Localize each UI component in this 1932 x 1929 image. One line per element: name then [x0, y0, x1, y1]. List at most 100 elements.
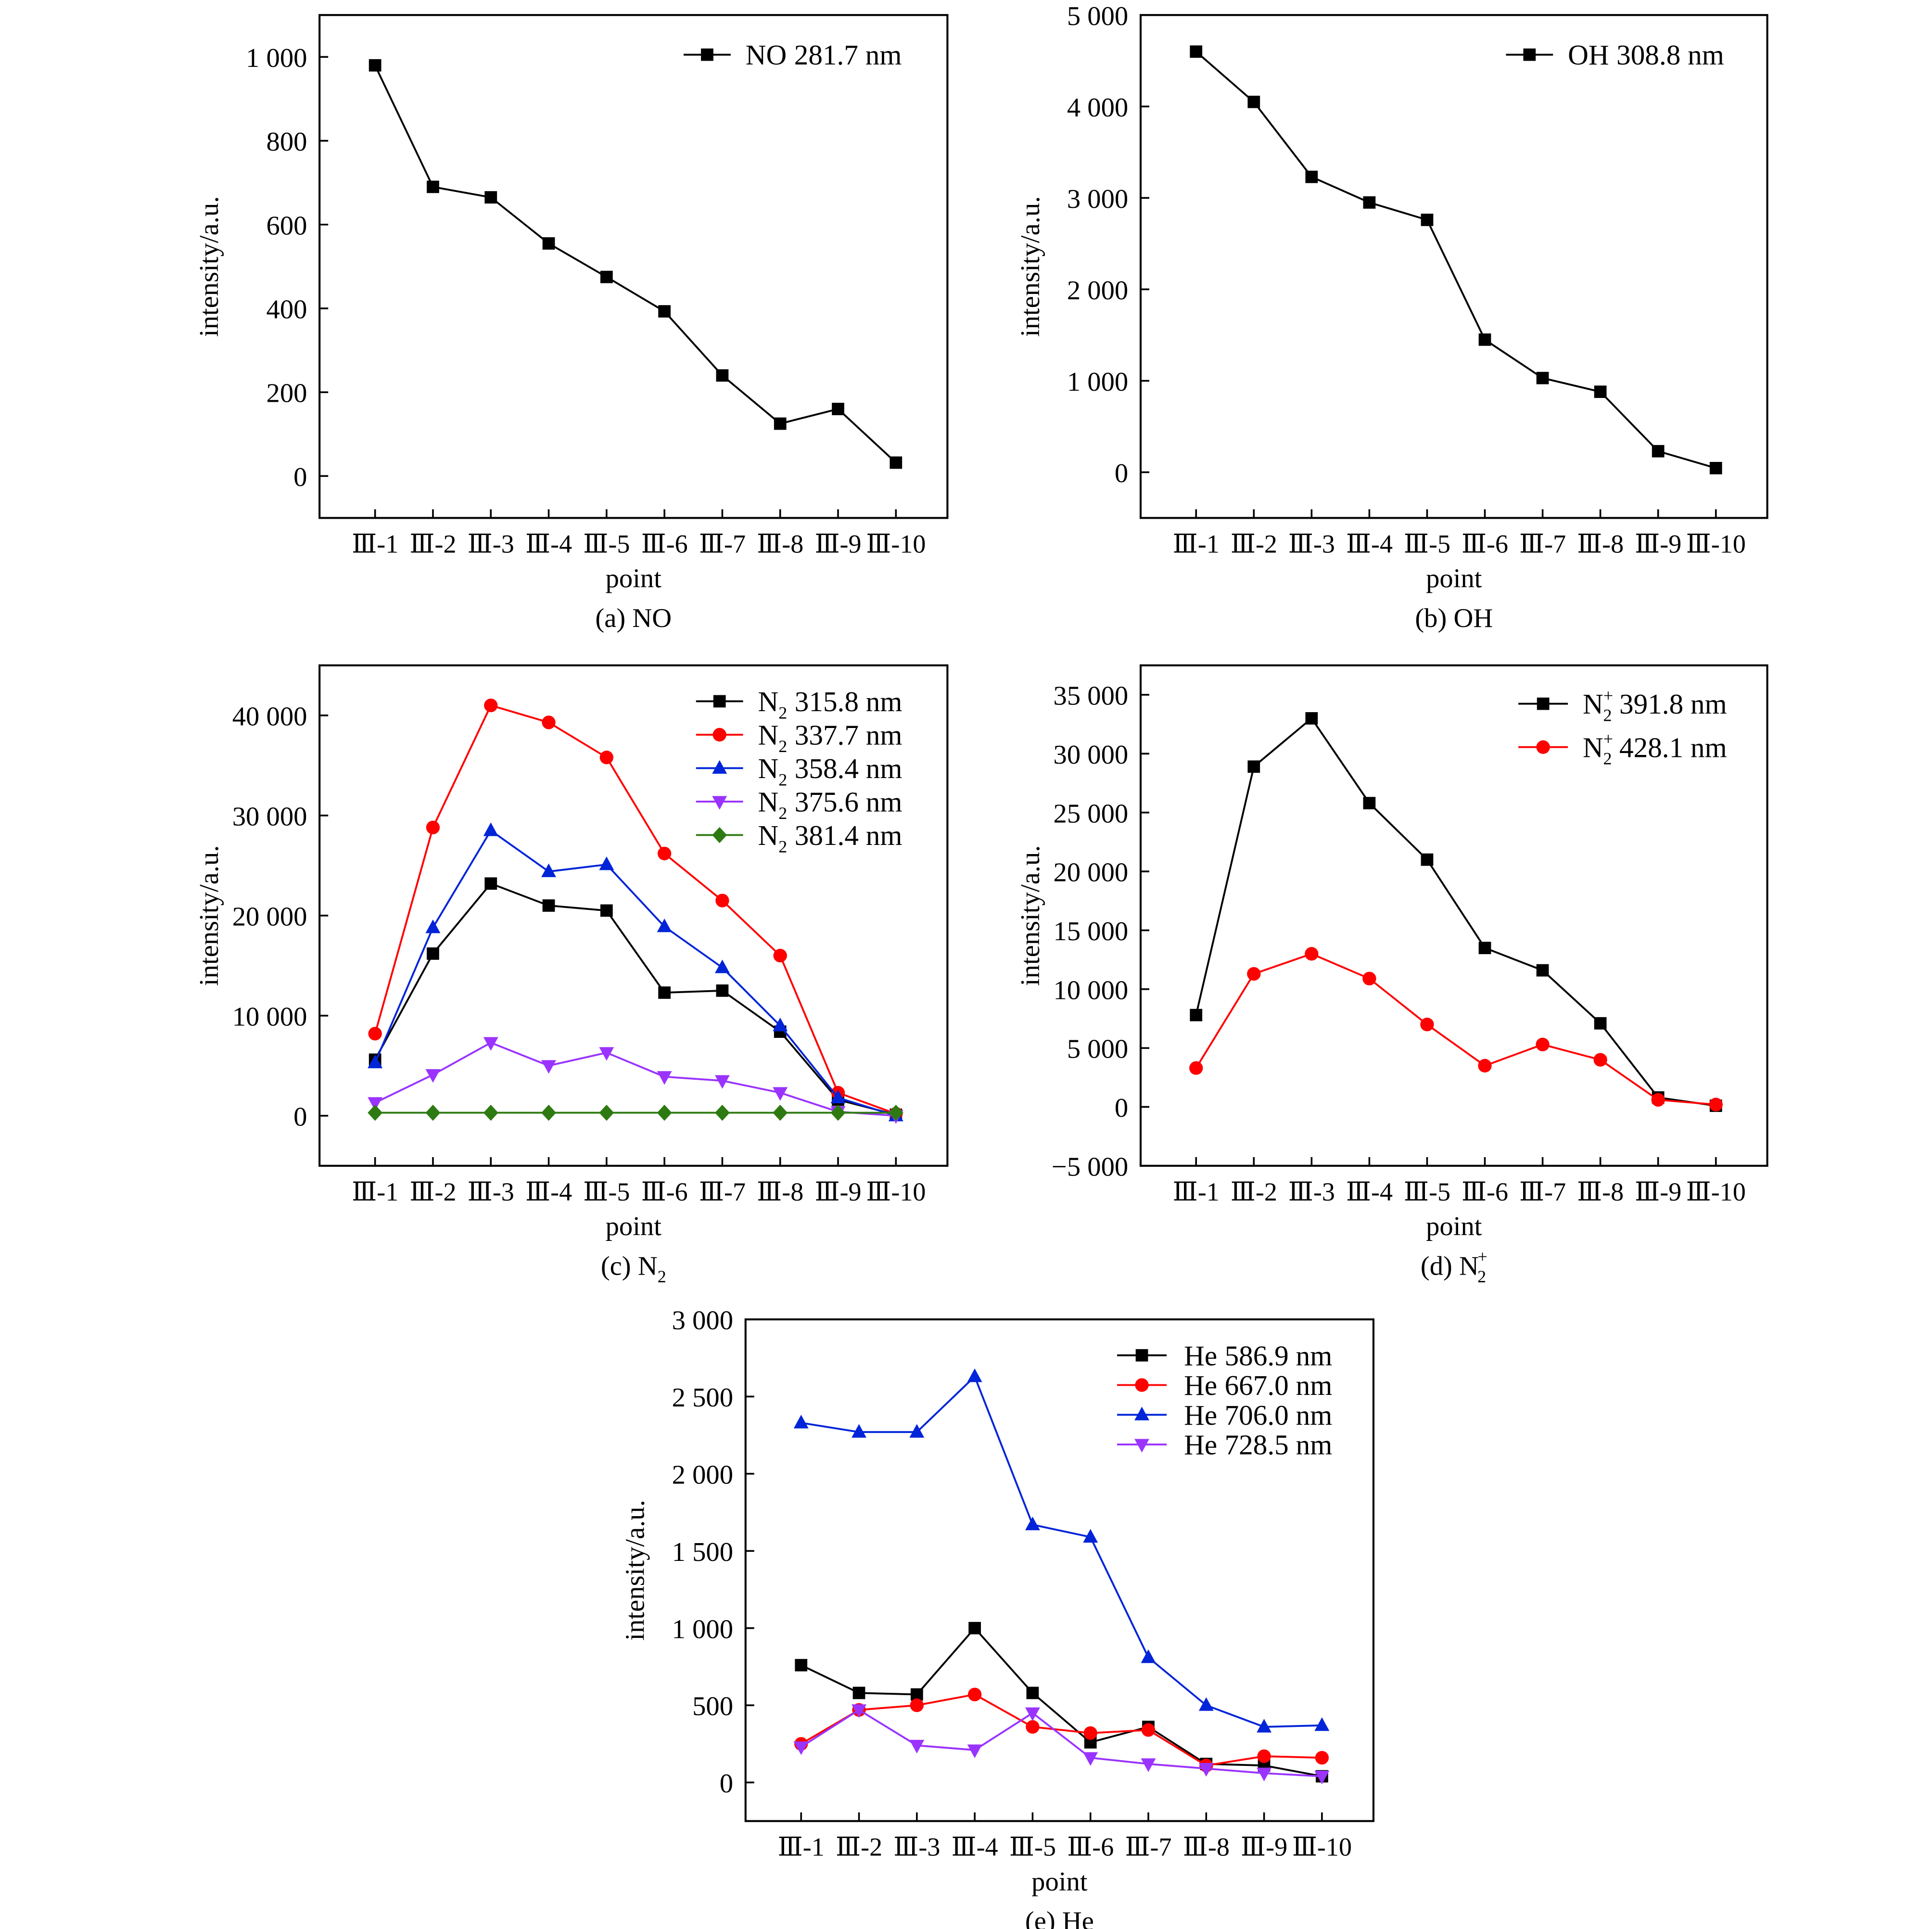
y-tick-label: 40 000: [232, 702, 307, 731]
data-point: [1257, 1767, 1272, 1781]
legend-marker: [1134, 1439, 1150, 1453]
legend-entry: OH 308.8 nm: [1506, 39, 1724, 71]
data-point: [1315, 1750, 1329, 1765]
y-tick-label: 5 000: [1067, 1035, 1128, 1064]
data-point: [1026, 1720, 1040, 1734]
legend-wavelength: 358.4 nm: [795, 753, 902, 784]
legend-wavelength: 706.0 nm: [1225, 1399, 1333, 1431]
data-point: [1247, 95, 1260, 108]
x-tick-label: Ⅲ-1: [778, 1833, 825, 1862]
series-428-1-nm: [1189, 947, 1723, 1111]
y-tick-label: 1 000: [672, 1614, 733, 1644]
data-point: [1363, 196, 1376, 209]
y-tick-label: 2 500: [672, 1383, 733, 1413]
legend-label: N2 337.7 nm: [758, 719, 902, 756]
chart-caption: (e) He: [1025, 1906, 1094, 1929]
legend-wavelength: 586.9 nm: [1225, 1340, 1333, 1371]
data-point: [1536, 964, 1549, 977]
data-point: [657, 846, 672, 861]
legend-species: N: [1583, 731, 1603, 763]
x-tick-label: Ⅲ-5: [1404, 530, 1450, 559]
data-point: [600, 904, 613, 917]
y-tick-label: 4 000: [1067, 93, 1128, 123]
chart-caption: (a) NO: [595, 603, 672, 633]
data-point: [1314, 1771, 1330, 1785]
data-point: [1198, 1697, 1214, 1711]
y-tick-label: 10 000: [232, 1002, 307, 1032]
y-tick-label: 20 000: [1054, 858, 1129, 888]
data-point: [657, 918, 672, 933]
y-tick-label: 0: [293, 462, 307, 492]
data-point: [1305, 712, 1318, 725]
data-point: [967, 1368, 982, 1382]
legend-wavelength: 337.7 nm: [795, 719, 902, 751]
data-point: [1305, 947, 1319, 961]
data-point: [852, 1704, 866, 1718]
x-tick-label: Ⅲ-5: [583, 530, 630, 559]
data-point: [714, 1075, 730, 1089]
legend-marker: [1135, 1349, 1148, 1362]
data-point: [852, 1686, 865, 1699]
data-point: [1190, 1009, 1203, 1022]
x-tick-label: Ⅲ-2: [1231, 1177, 1277, 1206]
y-tick-label: 1 000: [246, 43, 307, 73]
legend-entry: N+ 2 428.1 nm: [1518, 729, 1727, 768]
data-point: [542, 237, 555, 250]
data-point: [1025, 1516, 1040, 1531]
data-point: [968, 1622, 981, 1635]
legend-superscript: +: [1603, 729, 1613, 749]
data-point: [599, 751, 614, 765]
data-point: [1141, 1649, 1156, 1663]
legend-entry: N2 375.6 nm: [696, 786, 902, 823]
data-point: [1594, 1017, 1607, 1030]
caption-text: (e) He: [1025, 1906, 1094, 1929]
chart-caption: (c) N2: [601, 1251, 666, 1286]
x-tick-label: Ⅲ-3: [1288, 1177, 1335, 1206]
data-point: [773, 948, 787, 963]
data-point: [542, 899, 555, 912]
caption-subscript: 2: [658, 1267, 666, 1286]
legend-subscript: 2: [778, 737, 787, 756]
data-point: [773, 1017, 788, 1032]
x-tick-label: Ⅲ-8: [757, 530, 803, 559]
legend-label: N2 315.8 nm: [758, 686, 902, 722]
x-tick-label: Ⅲ-6: [1067, 1833, 1114, 1862]
legend-subscript: 2: [1603, 749, 1612, 768]
data-point: [1141, 1723, 1156, 1737]
legend-marker: [712, 796, 727, 810]
x-tick-label: Ⅲ-8: [757, 1177, 803, 1206]
caption-text: (d) N: [1421, 1251, 1479, 1281]
x-axis-label: point: [606, 1212, 662, 1241]
legend-species: He: [1184, 1399, 1217, 1431]
legend-subscript: 2: [778, 770, 787, 790]
x-tick-label: Ⅲ-9: [1241, 1833, 1287, 1862]
data-point: [714, 1104, 730, 1121]
data-point: [1362, 971, 1376, 985]
data-point: [368, 1054, 383, 1069]
data-point: [599, 1047, 614, 1061]
data-point: [716, 369, 729, 382]
data-point: [1709, 462, 1722, 474]
x-tick-label: Ⅲ-9: [1635, 530, 1681, 559]
y-tick-label: 0: [1115, 459, 1128, 488]
y-tick-label: 25 000: [1054, 799, 1129, 829]
y-tick-label: 500: [692, 1692, 733, 1722]
x-tick-label: Ⅲ-2: [836, 1833, 882, 1862]
legend-wavelength: 308.8 nm: [1616, 39, 1724, 71]
legend-entry: NO 281.7 nm: [684, 39, 902, 71]
x-tick-label: Ⅲ-4: [525, 530, 572, 559]
data-point: [1478, 333, 1491, 346]
x-tick-label: Ⅲ-6: [1462, 1177, 1508, 1206]
data-point: [714, 959, 730, 973]
y-tick-label: 30 000: [1054, 740, 1129, 770]
data-point: [1247, 967, 1261, 981]
legend-marker: [713, 695, 726, 708]
caption-superscript: +: [1477, 1247, 1487, 1266]
x-tick-label: Ⅲ-7: [699, 1177, 746, 1206]
caption-subscript: 2: [1477, 1267, 1486, 1286]
legend-wavelength: 391.8 nm: [1619, 688, 1727, 720]
x-tick-label: Ⅲ-2: [409, 1177, 456, 1206]
data-point: [1190, 45, 1203, 58]
y-tick-label: 0: [1115, 1093, 1128, 1123]
data-point: [909, 1739, 925, 1754]
